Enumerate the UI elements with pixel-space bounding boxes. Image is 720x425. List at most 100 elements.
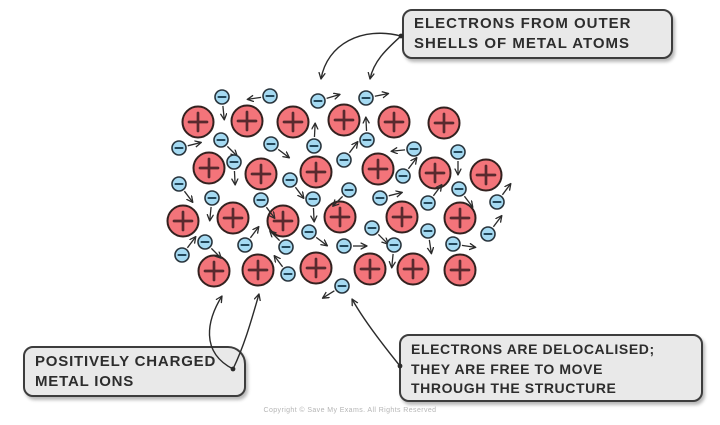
metal-ion	[443, 253, 477, 287]
electron	[274, 256, 296, 282]
metal-ion	[377, 105, 411, 139]
callout-text-line: SHELLS OF METAL ATOMS	[414, 35, 630, 52]
metal-ion	[418, 156, 452, 190]
electron-motion-arrow	[265, 206, 274, 218]
electron-motion-arrow	[501, 184, 510, 196]
electron-motion-arrow	[187, 142, 202, 145]
electron	[237, 227, 259, 253]
electron	[364, 220, 388, 244]
electron	[450, 144, 466, 175]
metal-ion	[361, 152, 395, 186]
electron-motion-arrow	[348, 142, 357, 154]
electron	[336, 142, 358, 168]
metal-ion	[166, 204, 200, 238]
metal-ion	[230, 104, 264, 138]
electron	[420, 185, 442, 211]
electron-motion-arrow	[210, 206, 211, 221]
electron	[395, 158, 417, 184]
electron-motion-arrow	[277, 148, 289, 157]
metal-ion	[299, 155, 333, 189]
electron	[306, 123, 322, 154]
electron	[420, 223, 436, 254]
electron	[305, 191, 321, 222]
electron	[336, 238, 367, 254]
callout-text-line: ELECTRONS ARE DELOCALISED;	[411, 341, 655, 357]
metal-ion	[266, 204, 300, 238]
electron-motion-arrow	[407, 158, 416, 170]
metal-ion	[192, 151, 226, 185]
electron-motion-arrow	[234, 170, 235, 185]
electron	[270, 231, 294, 255]
electron-motion-arrow	[492, 216, 501, 228]
electron	[391, 141, 422, 157]
metal-ion	[443, 201, 477, 235]
metal-ion	[181, 105, 215, 139]
callout-text-line: ELECTRONS FROM OUTER	[414, 15, 632, 32]
electron	[171, 176, 193, 202]
electron	[301, 224, 327, 246]
electron	[204, 190, 220, 221]
electron-motion-arrow	[388, 192, 403, 195]
metal-ion	[353, 252, 387, 286]
electron-motion-arrow	[391, 150, 406, 151]
electron	[214, 89, 230, 120]
electron	[480, 216, 502, 242]
electron-motion-arrow	[392, 253, 393, 268]
electron	[386, 237, 402, 268]
electron	[310, 94, 340, 109]
metal-ion	[276, 105, 310, 139]
electron	[451, 181, 473, 207]
callout-electrons-from-outer-shells: ELECTRONS FROM OUTER SHELLS OF METAL ATO…	[402, 9, 673, 59]
electron	[372, 190, 403, 206]
metal-ion	[385, 200, 419, 234]
metal-ion	[327, 103, 361, 137]
electron	[359, 117, 375, 148]
electron	[253, 192, 275, 218]
electron-motion-arrow	[183, 190, 192, 202]
metal-ion	[323, 200, 357, 234]
callout-electrons-delocalised: ELECTRONS ARE DELOCALISED; THEY ARE FREE…	[399, 334, 703, 402]
electron-motion-arrow	[461, 245, 476, 247]
copyright-text: Copyright © Save My Exams. All Rights Re…	[263, 407, 437, 414]
electron-motion-arrow	[366, 117, 367, 132]
metal-ion	[197, 254, 231, 288]
electron	[247, 88, 278, 104]
electron	[174, 237, 196, 263]
metal-ion	[299, 251, 333, 285]
electron	[197, 234, 221, 258]
electron-motion-arrow	[315, 236, 327, 245]
metal-ion	[216, 201, 250, 235]
metal-ion	[241, 253, 275, 287]
callout-text-line: METAL IONS	[35, 373, 135, 390]
callout-text-line: POSITIVELY CHARGED	[35, 353, 217, 370]
electron	[226, 154, 242, 185]
electron-motion-arrow	[247, 97, 262, 99]
callout-text-line: THEY ARE FREE TO MOVE	[411, 360, 604, 377]
metal-ion	[469, 158, 503, 192]
electron-motion-arrow	[223, 105, 224, 120]
electron	[358, 90, 389, 106]
electron	[171, 140, 202, 156]
electron-motion-arrow	[333, 195, 344, 206]
electron-motion-arrow	[314, 123, 315, 138]
electron-motion-arrow	[326, 94, 340, 98]
electron-motion-arrow	[186, 237, 195, 249]
electron-motion-arrow	[274, 256, 284, 268]
metal-ion	[244, 157, 278, 191]
electron-motion-arrow	[463, 195, 472, 207]
electron-motion-arrow	[270, 231, 281, 242]
electron	[213, 132, 237, 156]
metal-ion	[427, 106, 461, 140]
electron-motion-arrow	[210, 247, 221, 258]
callout-text-line: THROUGH THE STRUCTURE	[411, 380, 617, 396]
electron	[333, 182, 357, 206]
electron	[445, 236, 476, 252]
electron	[322, 278, 350, 298]
electron-motion-arrow	[313, 207, 314, 222]
callout-positively-charged-metal-ions: POSITIVELY CHARGED METAL IONS	[23, 346, 246, 397]
electron-motion-arrow	[374, 93, 389, 96]
electron-motion-arrow	[294, 186, 303, 198]
electron-motion-arrow	[322, 290, 335, 298]
